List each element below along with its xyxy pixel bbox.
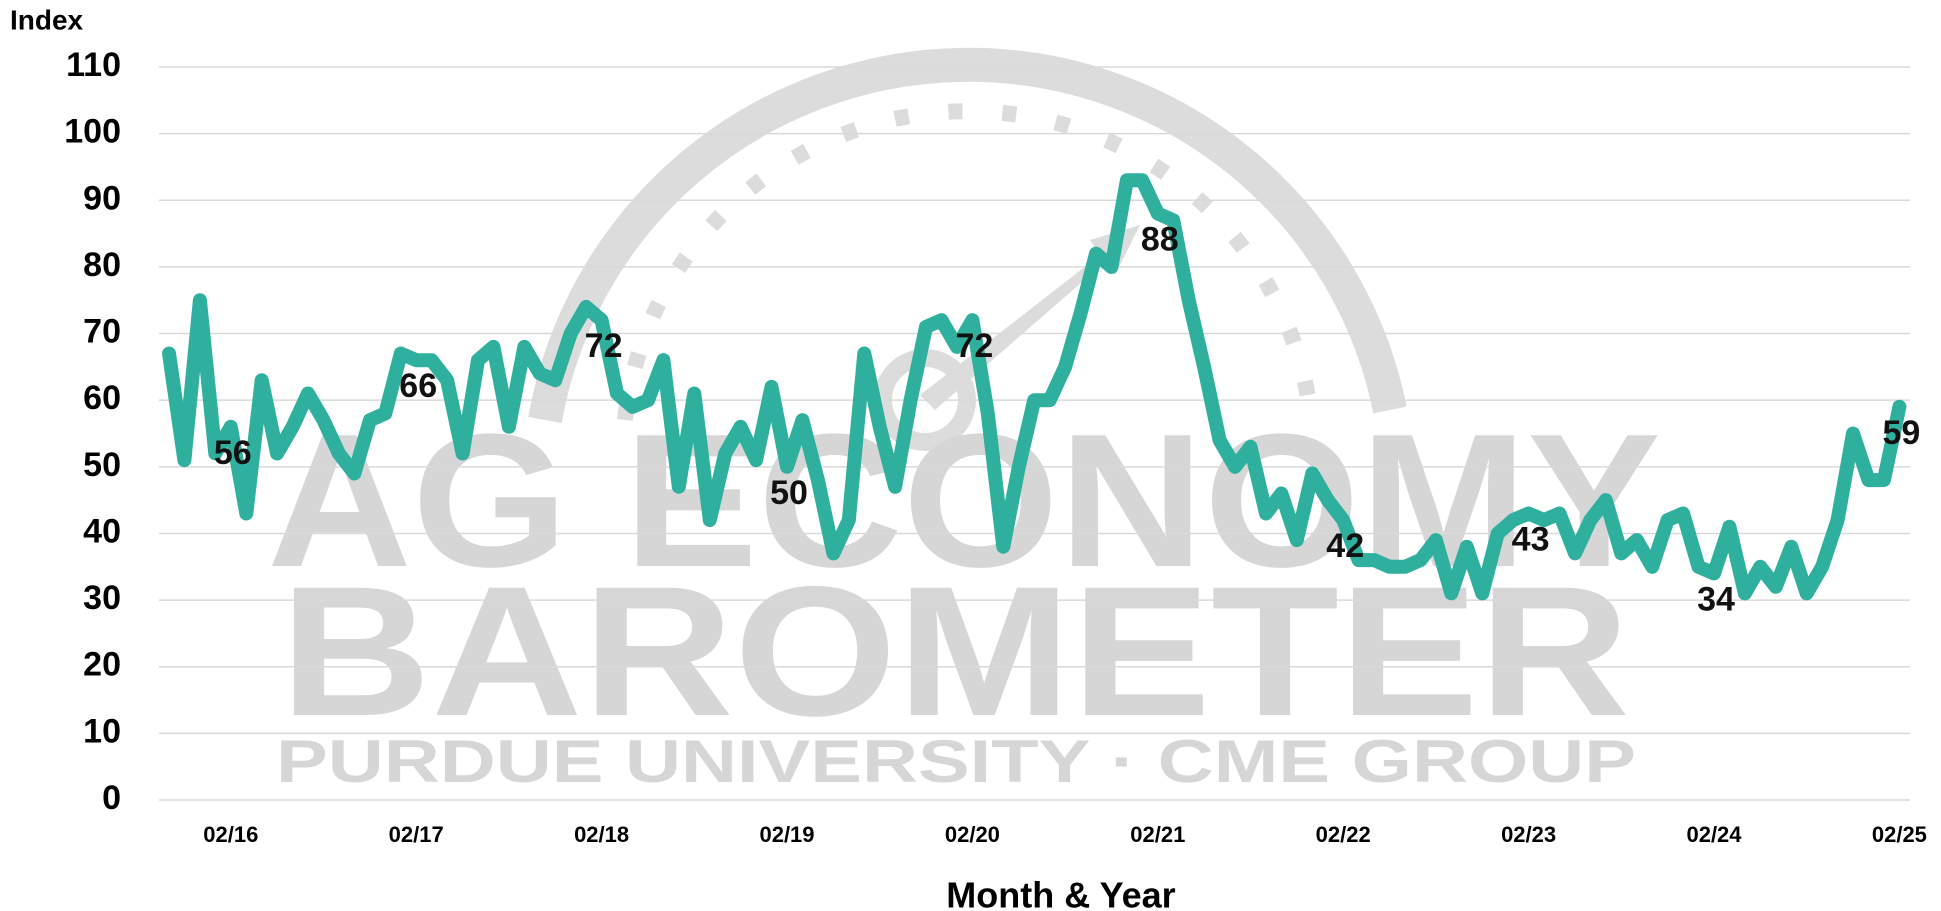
data-label: 43 <box>1512 520 1550 558</box>
x-tick-label: 02/25 <box>1872 822 1927 847</box>
y-tick-label: 60 <box>83 379 121 417</box>
y-tick-label: 50 <box>83 446 121 484</box>
x-tick-label: 02/22 <box>1316 822 1371 847</box>
y-tick-label: 30 <box>83 579 121 617</box>
data-label: 66 <box>399 367 437 405</box>
y-tick-label: 100 <box>64 113 121 151</box>
y-tick-label: 20 <box>83 646 121 684</box>
x-tick-label: 02/20 <box>945 822 1000 847</box>
data-label: 72 <box>955 327 993 365</box>
data-label: 42 <box>1326 527 1364 565</box>
data-label: 59 <box>1882 414 1920 452</box>
x-axis-title: Month & Year <box>946 875 1175 911</box>
x-tick-label: 02/18 <box>574 822 629 847</box>
x-tick-label: 02/23 <box>1501 822 1556 847</box>
data-label: 34 <box>1697 580 1735 618</box>
line-series <box>162 173 1907 601</box>
y-tick-label: 10 <box>83 712 121 750</box>
data-label: 50 <box>770 474 808 512</box>
x-tick-label: 02/21 <box>1130 822 1185 847</box>
y-tick-label: 0 <box>102 779 121 817</box>
x-tick-label: 02/17 <box>389 822 444 847</box>
data-label: 72 <box>585 327 623 365</box>
x-tick-label: 02/16 <box>203 822 258 847</box>
watermark-text: AG ECONOMY <box>267 395 1661 607</box>
watermark: AG ECONOMY BAROMETER PURDUE UNIVERSITY ·… <box>267 47 1661 795</box>
y-tick-label: 80 <box>83 246 121 284</box>
watermark-dial <box>528 47 1407 423</box>
y-tick-label: 90 <box>83 179 121 217</box>
y-axis-title: Index <box>10 4 84 35</box>
x-tick-label: 02/24 <box>1686 822 1742 847</box>
data-label: 88 <box>1141 221 1179 259</box>
watermark-text: PURDUE UNIVERSITY · CME GROUP <box>276 728 1636 795</box>
y-tick-label: 40 <box>83 512 121 550</box>
watermark-text: BAROMETER <box>280 549 1630 755</box>
x-tick-label: 02/19 <box>759 822 814 847</box>
y-tick-label: 110 <box>66 46 121 84</box>
data-label: 56 <box>214 434 252 472</box>
y-tick-label: 70 <box>83 313 121 351</box>
